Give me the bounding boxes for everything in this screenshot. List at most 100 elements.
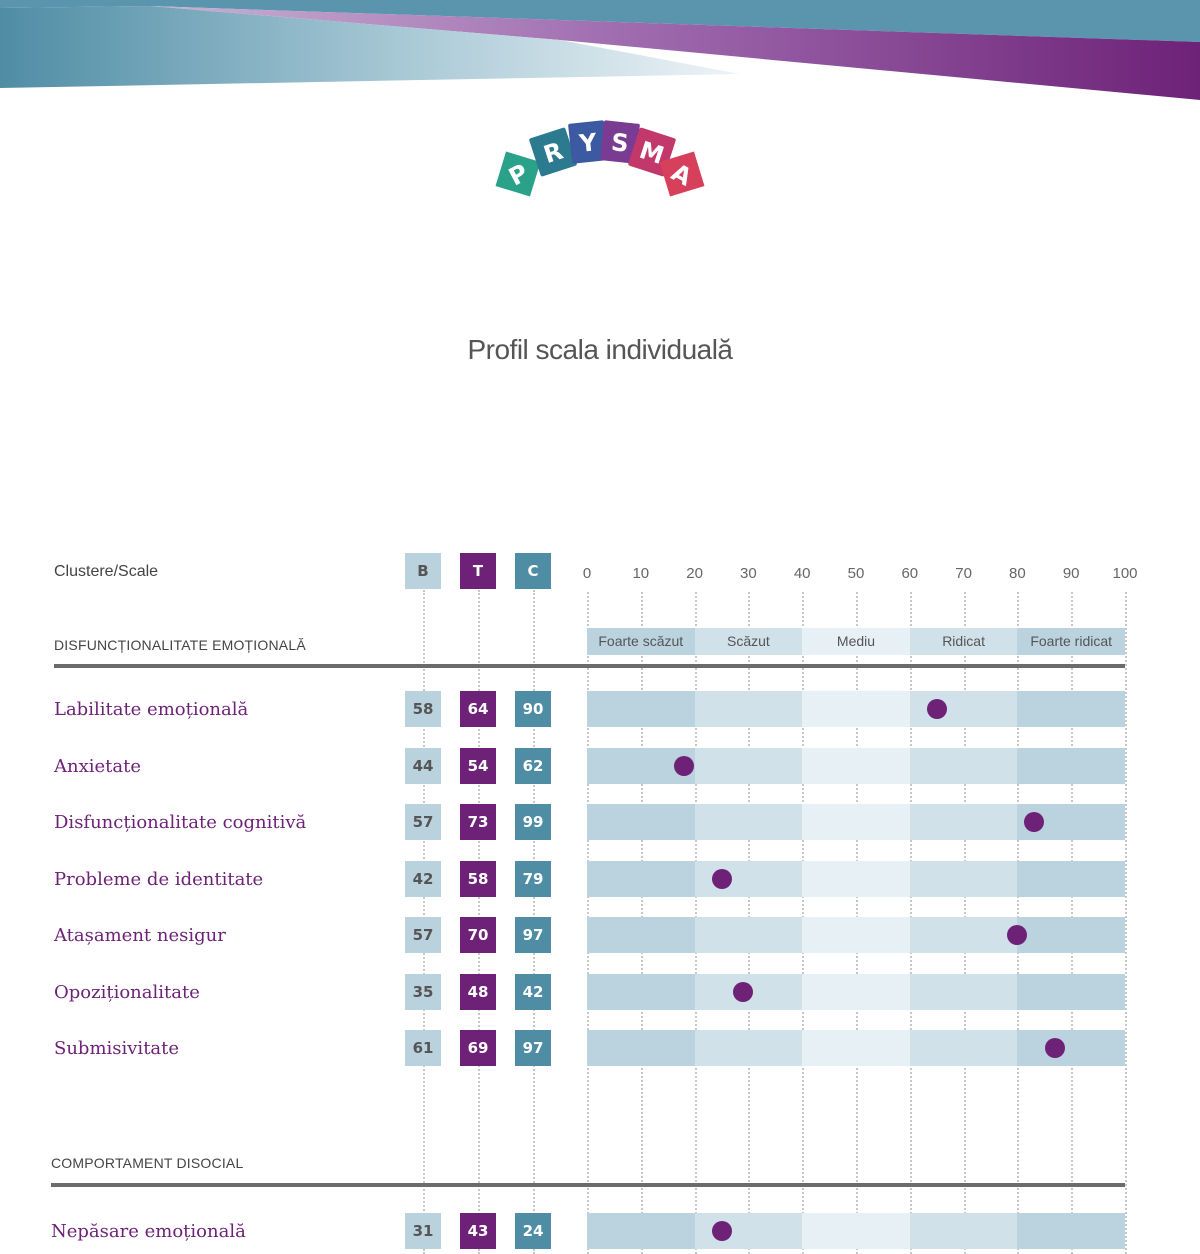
page-title: Profil scala individuală: [467, 334, 733, 365]
scale-name: Disfuncționalitate cognitivă: [54, 812, 307, 833]
logo-letter: Y: [577, 128, 599, 158]
band-segment: [802, 917, 910, 953]
band-segment: [802, 748, 910, 784]
band-segment: [694, 861, 803, 897]
score-c: 24: [515, 1213, 551, 1249]
band-segment: [694, 691, 803, 727]
band-label: Foarte ridicat: [1017, 628, 1125, 655]
score-b: 31: [405, 1213, 441, 1249]
column-header-b: B: [405, 553, 441, 589]
band-segment: [802, 691, 910, 727]
score-c: 97: [515, 917, 551, 953]
band-segment: [802, 804, 910, 840]
score-c: 97: [515, 1030, 551, 1066]
band-segment: [909, 917, 1018, 953]
score-c: 99: [515, 804, 551, 840]
cluster-title: COMPORTAMENT DISOCIAL: [51, 1155, 244, 1171]
score-marker: [711, 1221, 732, 1241]
band-segment: [694, 1030, 803, 1066]
band-segment: [694, 804, 803, 840]
score-marker: [1045, 1038, 1066, 1058]
band-segment: [587, 804, 695, 840]
scale-name: Labilitate emoțională: [54, 699, 249, 720]
band-segment: [909, 1030, 1018, 1066]
score-c: 62: [515, 748, 551, 784]
axis-tick-label: 10: [632, 565, 650, 582]
prysma-logo: P R Y S M A: [495, 120, 705, 197]
band-segment: [909, 861, 1018, 897]
score-t: 43: [460, 1213, 496, 1249]
score-t: 48: [460, 974, 496, 1010]
band-segment: [802, 861, 910, 897]
score-t: 58: [460, 861, 496, 897]
score-b: 42: [405, 861, 441, 897]
band-segment: [587, 861, 695, 897]
axis-tick-label: 70: [955, 565, 972, 582]
band-segment: [1017, 917, 1125, 953]
axis-tick-label: 80: [1009, 565, 1026, 582]
cluster-divider: [54, 664, 1125, 668]
score-marker: [1023, 812, 1044, 832]
band-label: Foarte scăzut: [587, 628, 695, 655]
score-t: 70: [460, 917, 496, 953]
axis-tick-label: 50: [847, 565, 865, 582]
band-segment: [909, 748, 1018, 784]
band-segment: [587, 974, 695, 1010]
cluster-title: DISFUNCȚIONALITATE EMOȚIONALĂ: [54, 637, 306, 653]
score-c: 42: [515, 974, 551, 1010]
band-segment: [694, 917, 803, 953]
band-segment: [802, 974, 910, 1010]
scale-name: Anxietate: [54, 756, 142, 777]
scale-name: Nepăsare emoțională: [51, 1221, 246, 1242]
score-t: 69: [460, 1030, 496, 1066]
column-header-t: T: [460, 553, 496, 589]
band-segment: [1017, 974, 1125, 1010]
score-b: 57: [405, 804, 441, 840]
band-label: Scăzut: [694, 628, 803, 655]
band-segment: [1017, 1030, 1125, 1066]
score-c: 90: [515, 691, 551, 727]
band-label: Mediu: [802, 628, 910, 655]
score-b: 35: [405, 974, 441, 1010]
band-segment: [909, 1213, 1018, 1249]
score-b: 44: [405, 748, 441, 784]
header-banner: [0, 0, 1200, 100]
band-segment: [587, 691, 695, 727]
band-segment: [587, 1030, 695, 1066]
scale-name: Opoziționalitate: [54, 982, 200, 1003]
axis-tick-label: 90: [1062, 565, 1080, 582]
cluster-divider: [51, 1183, 1125, 1187]
axis-tick-label: 20: [686, 565, 703, 582]
score-b: 58: [405, 691, 441, 727]
score-marker: [711, 869, 732, 889]
band-segment: [587, 1213, 695, 1249]
score-b: 57: [405, 917, 441, 953]
axis-tick-label: 30: [740, 565, 757, 582]
band-segment: [802, 1213, 910, 1249]
score-t: 73: [460, 804, 496, 840]
band-segment: [909, 974, 1018, 1010]
score-marker: [673, 756, 694, 776]
score-t: 54: [460, 748, 496, 784]
score-marker: [926, 699, 947, 719]
band-segment: [1017, 861, 1125, 897]
scale-name: Atașament nesigur: [54, 925, 226, 946]
score-marker: [1007, 925, 1028, 945]
column-header-c: C: [515, 553, 551, 589]
scale-name: Submisivitate: [54, 1038, 180, 1059]
score-marker: [733, 982, 754, 1002]
logo-letter: S: [610, 128, 630, 158]
band-label: Ridicat: [909, 628, 1018, 655]
band-segment: [802, 1030, 910, 1066]
axis-tick-label: 100: [1112, 565, 1138, 582]
axis-tick-label: 0: [582, 565, 592, 582]
band-segment: [1017, 748, 1125, 784]
score-c: 79: [515, 861, 551, 897]
axis-tick-label: 60: [901, 565, 919, 582]
score-t: 64: [460, 691, 496, 727]
axis-tick-label: 40: [793, 565, 811, 582]
band-segment: [694, 1213, 803, 1249]
scale-name: Probleme de identitate: [54, 869, 264, 890]
score-b: 61: [405, 1030, 441, 1066]
gridline: [1125, 592, 1127, 1254]
